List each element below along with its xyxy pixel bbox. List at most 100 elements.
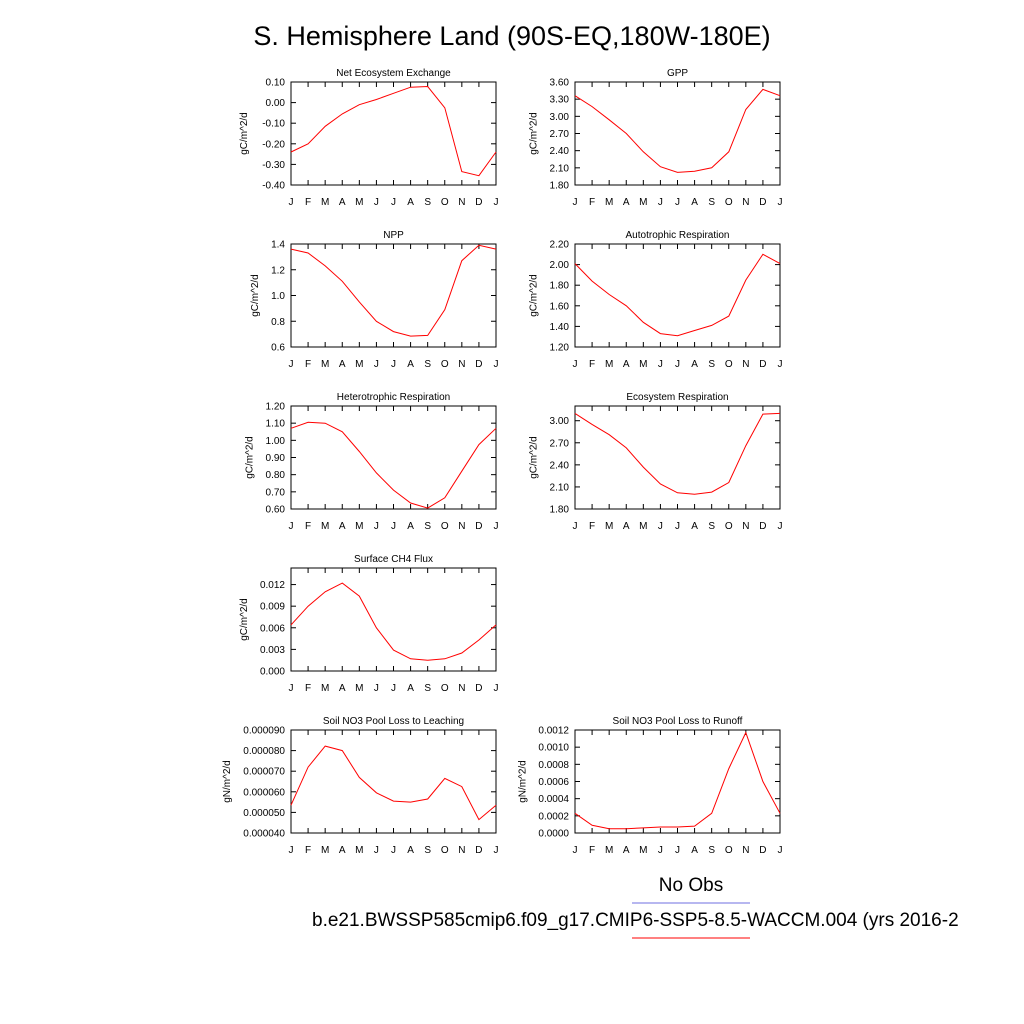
x-tick-label: J: [778, 845, 783, 856]
y-tick-label: 0.006: [260, 623, 285, 634]
x-tick-label: M: [321, 845, 329, 856]
x-tick-label: J: [778, 359, 783, 370]
x-tick-label: M: [321, 359, 329, 370]
x-tick-label: A: [407, 197, 414, 208]
y-tick-label: 1.0: [271, 291, 285, 302]
x-tick-label: M: [321, 521, 329, 532]
y-axis-label: gC/m^2/d: [529, 274, 540, 317]
y-tick-label: 1.10: [266, 419, 286, 430]
x-tick-label: D: [475, 683, 482, 694]
x-tick-label: S: [424, 521, 431, 532]
x-tick-label: N: [742, 845, 749, 856]
x-tick-label: N: [742, 197, 749, 208]
x-tick-label: J: [573, 197, 578, 208]
x-tick-label: J: [675, 359, 680, 370]
x-tick-label: F: [305, 197, 311, 208]
x-tick-label: J: [778, 521, 783, 532]
x-tick-label: A: [691, 197, 698, 208]
x-tick-label: J: [675, 521, 680, 532]
y-tick-label: 3.00: [550, 112, 570, 123]
y-tick-label: 0.003: [260, 645, 285, 656]
series-line: [290, 745, 497, 821]
panel-title: Soil NO3 Pool Loss to Leaching: [323, 716, 464, 727]
series-line: [290, 244, 497, 337]
x-tick-label: J: [374, 683, 379, 694]
x-tick-label: J: [374, 197, 379, 208]
x-tick-label: J: [675, 845, 680, 856]
y-tick-label: 3.60: [550, 78, 570, 89]
y-axis-label: gC/m^2/d: [250, 274, 261, 317]
plot-frame: [574, 81, 781, 186]
y-tick-label: 0.000060: [243, 787, 285, 798]
y-tick-label: 0.0000: [538, 829, 569, 840]
chart-panel: Surface CH4 Flux gC/m^2/d 0.012 0.009 0.006 0…: [239, 554, 499, 694]
panel-title: Autotrophic Respiration: [626, 230, 730, 241]
x-tick-label: A: [623, 521, 630, 532]
x-tick-label: N: [742, 359, 749, 370]
x-tick-label: J: [391, 845, 396, 856]
x-tick-label: N: [458, 683, 465, 694]
x-tick-label: A: [339, 521, 346, 532]
x-tick-label: J: [494, 521, 499, 532]
y-tick-label: 3.30: [550, 95, 570, 106]
y-tick-label: 2.10: [550, 163, 570, 174]
x-tick-label: J: [494, 197, 499, 208]
x-tick-label: M: [321, 197, 329, 208]
chart-panel: Soil NO3 Pool Loss to Runoff gN/m^2/d 0.00…: [517, 716, 782, 856]
x-tick-label: M: [355, 197, 363, 208]
x-tick-label: J: [494, 845, 499, 856]
x-tick-label: D: [475, 197, 482, 208]
x-tick-label: M: [605, 359, 613, 370]
x-tick-label: S: [424, 359, 431, 370]
x-tick-label: J: [289, 683, 294, 694]
x-tick-label: J: [494, 683, 499, 694]
x-tick-label: S: [424, 683, 431, 694]
x-tick-label: A: [407, 521, 414, 532]
x-tick-label: F: [589, 521, 595, 532]
x-tick-label: O: [725, 359, 733, 370]
y-tick-label: 2.70: [550, 129, 570, 140]
x-tick-label: S: [708, 359, 715, 370]
x-tick-label: M: [639, 845, 647, 856]
x-tick-label: J: [289, 359, 294, 370]
series-line: [574, 412, 781, 495]
x-tick-label: A: [339, 845, 346, 856]
x-tick-label: M: [355, 359, 363, 370]
y-tick-label: 2.40: [550, 146, 570, 157]
y-tick-label: 0.90: [266, 453, 286, 464]
x-tick-label: O: [441, 683, 449, 694]
y-axis-label: gN/m^2/d: [222, 760, 233, 803]
x-tick-label: A: [339, 197, 346, 208]
legend: No Obs b.e21.BWSSP585cmip6.f09_g17.CMIP6…: [312, 875, 959, 939]
y-tick-label: 0.80: [266, 470, 286, 481]
x-tick-label: J: [374, 845, 379, 856]
x-tick-label: N: [742, 521, 749, 532]
y-tick-label: 1.20: [550, 343, 570, 354]
x-tick-label: M: [639, 521, 647, 532]
y-tick-label: 2.70: [550, 438, 570, 449]
y-axis-label: gN/m^2/d: [517, 760, 528, 803]
x-tick-label: M: [321, 683, 329, 694]
y-tick-label: -0.10: [262, 119, 285, 130]
plot-frame: [290, 81, 497, 186]
x-tick-label: M: [355, 521, 363, 532]
y-tick-label: -0.20: [262, 139, 285, 150]
x-tick-label: N: [458, 359, 465, 370]
x-tick-label: A: [407, 359, 414, 370]
x-tick-label: J: [494, 359, 499, 370]
y-tick-label: -0.30: [262, 160, 285, 171]
y-tick-label: 0.0006: [538, 777, 569, 788]
x-tick-label: M: [639, 359, 647, 370]
y-tick-label: 1.80: [550, 281, 570, 292]
y-tick-label: 3.00: [550, 416, 570, 427]
x-tick-label: A: [623, 359, 630, 370]
x-tick-label: J: [374, 359, 379, 370]
x-tick-label: D: [759, 197, 766, 208]
x-tick-label: J: [391, 197, 396, 208]
x-tick-label: F: [305, 521, 311, 532]
y-tick-label: 0.009: [260, 602, 285, 613]
y-tick-label: 0.0010: [538, 743, 569, 754]
x-tick-label: N: [458, 521, 465, 532]
